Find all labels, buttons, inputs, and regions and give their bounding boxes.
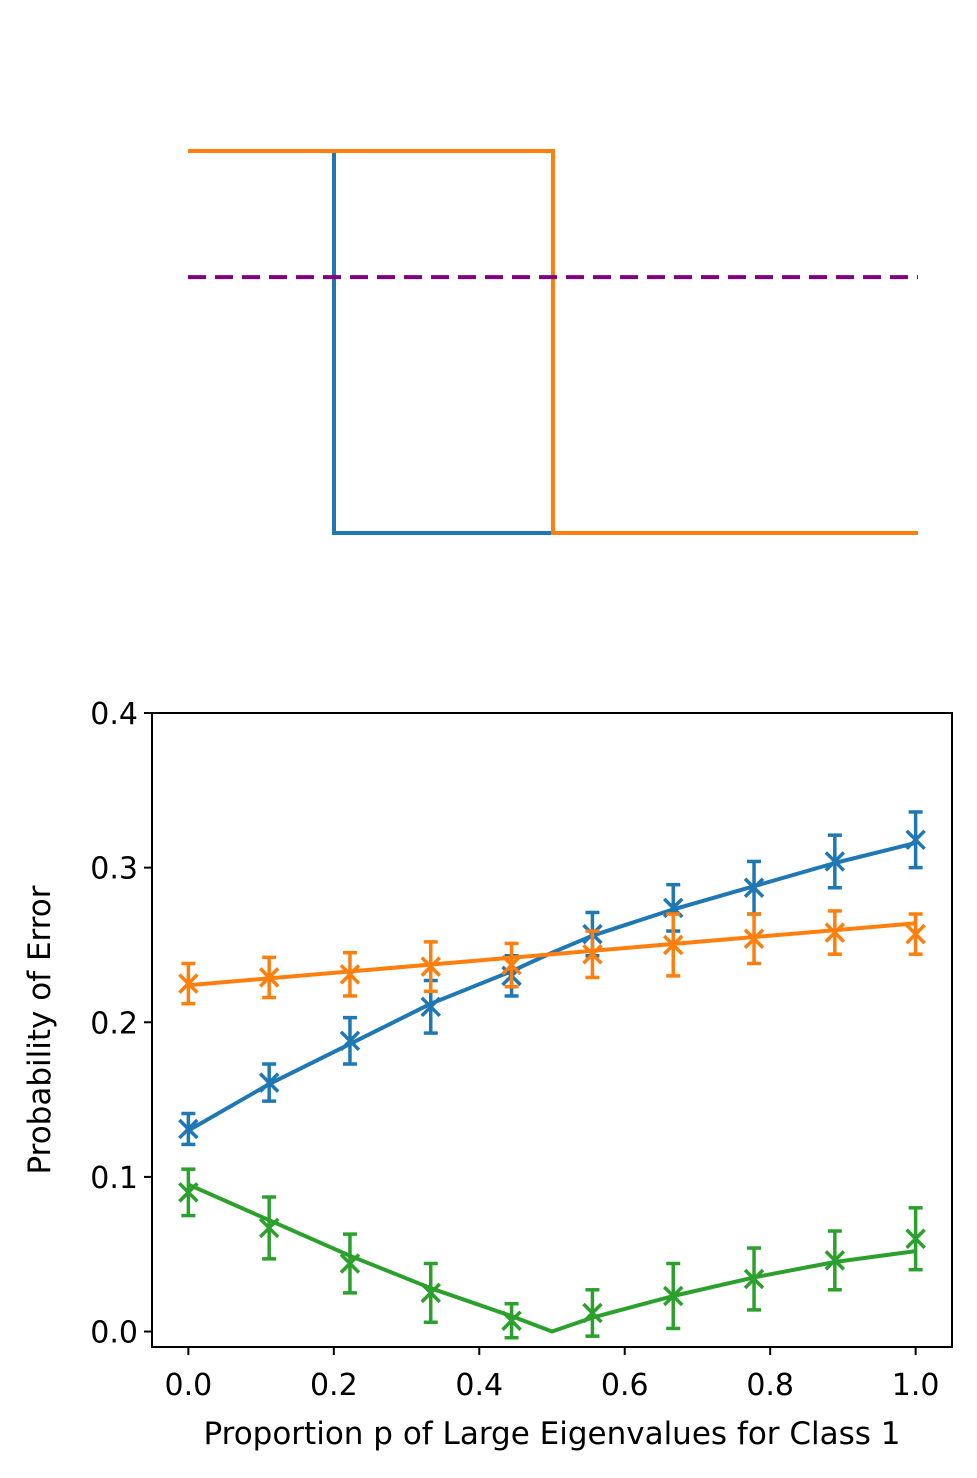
errorbar-point-blue [178, 1111, 199, 1147]
errorbar-point-orange [420, 940, 442, 994]
errorbar-point-green [824, 1229, 846, 1292]
y-tick-label: 0.3 [90, 852, 138, 887]
curve-green [187, 1182, 916, 1334]
errorbar-point-green [905, 1206, 926, 1272]
x-tick-label: 1.0 [892, 1368, 940, 1403]
x-marker-blue [339, 1030, 361, 1052]
x-tick-label: 0.0 [165, 1368, 213, 1403]
x-marker-blue [258, 1072, 280, 1093]
y-tick-label: 0.0 [90, 1316, 138, 1351]
errorbar-point-green [743, 1246, 765, 1312]
errorbar-point-green [339, 1232, 361, 1295]
x-marker-blue [905, 829, 926, 851]
errorbar-point-green [662, 1261, 684, 1331]
x-marker-blue [743, 877, 765, 898]
x-marker-orange [258, 967, 280, 988]
x-marker-green [501, 1310, 522, 1331]
x-tick-label: 0.4 [455, 1368, 503, 1403]
errorbar-point-orange [824, 909, 846, 956]
x-marker-orange [178, 973, 199, 994]
x-marker-orange [662, 934, 684, 956]
errorbar-point-blue [339, 1015, 361, 1066]
y-tick-label: 0.1 [90, 1161, 138, 1196]
x-marker-green [178, 1182, 199, 1203]
top-step-panel [188, 149, 918, 535]
errorbar-point-orange [662, 912, 684, 978]
x-marker-green [824, 1250, 846, 1271]
x-tick-label: 0.8 [746, 1368, 794, 1403]
errorbar-point-orange [905, 912, 926, 956]
top-line-step-orange [188, 149, 918, 535]
x-marker-blue [178, 1118, 199, 1140]
series-green [178, 1167, 926, 1340]
errorbar-point-orange [582, 929, 603, 980]
error-plot-panel: 0.0 0.2 0.4 0.6 0.8 1.0 0.0 0.1 0.2 0.3 0.4 Propo… [22, 697, 953, 1452]
errorbar-point-green [501, 1301, 522, 1340]
x-marker-green [258, 1217, 280, 1239]
errorbar-point-blue [905, 810, 926, 870]
x-marker-orange [743, 928, 765, 950]
series-layer [178, 810, 926, 1340]
y-axis-label: Probability of Error [22, 885, 58, 1174]
curve-orange [188, 921, 916, 988]
x-axis-label: Proportion p of Large Eigenvalues for Cl… [203, 1416, 900, 1452]
errorbar-point-orange [743, 912, 765, 966]
errorbar-point-green [420, 1261, 442, 1325]
errorbar-point-green [178, 1167, 199, 1218]
errorbar-point-orange [258, 955, 280, 1000]
plot-frame [151, 712, 953, 1348]
x-marker-orange [501, 954, 522, 976]
x-marker-orange [824, 922, 846, 943]
x-ticks: 0.0 0.2 0.4 0.6 0.8 1.0 [165, 1347, 940, 1403]
errorbar-point-orange [339, 950, 361, 998]
x-marker-blue [420, 996, 442, 1018]
x-marker-orange [420, 956, 442, 977]
x-marker-green [905, 1228, 926, 1249]
errorbar-point-green [582, 1288, 603, 1338]
x-marker-green [743, 1268, 765, 1290]
x-marker-orange [339, 964, 361, 985]
x-marker-orange [582, 943, 603, 965]
errorbar-point-blue [824, 833, 846, 890]
series-orange [178, 909, 926, 1006]
y-tick-label: 0.4 [90, 697, 138, 732]
x-marker-green [662, 1285, 684, 1307]
curve-blue [187, 840, 917, 1133]
x-marker-green [339, 1253, 361, 1274]
y-ticks: 0.0 0.1 0.2 0.3 0.4 [90, 697, 152, 1351]
x-marker-orange [905, 923, 926, 945]
errorbar-point-orange [178, 961, 199, 1006]
x-tick-label: 0.6 [601, 1368, 649, 1403]
errorbar-point-blue [258, 1062, 280, 1103]
errorbar-point-green [258, 1195, 280, 1261]
x-marker-green [582, 1302, 603, 1324]
x-marker-green [420, 1282, 442, 1304]
y-tick-label: 0.2 [90, 1006, 138, 1041]
x-marker-blue [824, 851, 846, 872]
errorbar-point-orange [501, 941, 522, 989]
x-tick-label: 0.2 [310, 1368, 358, 1403]
